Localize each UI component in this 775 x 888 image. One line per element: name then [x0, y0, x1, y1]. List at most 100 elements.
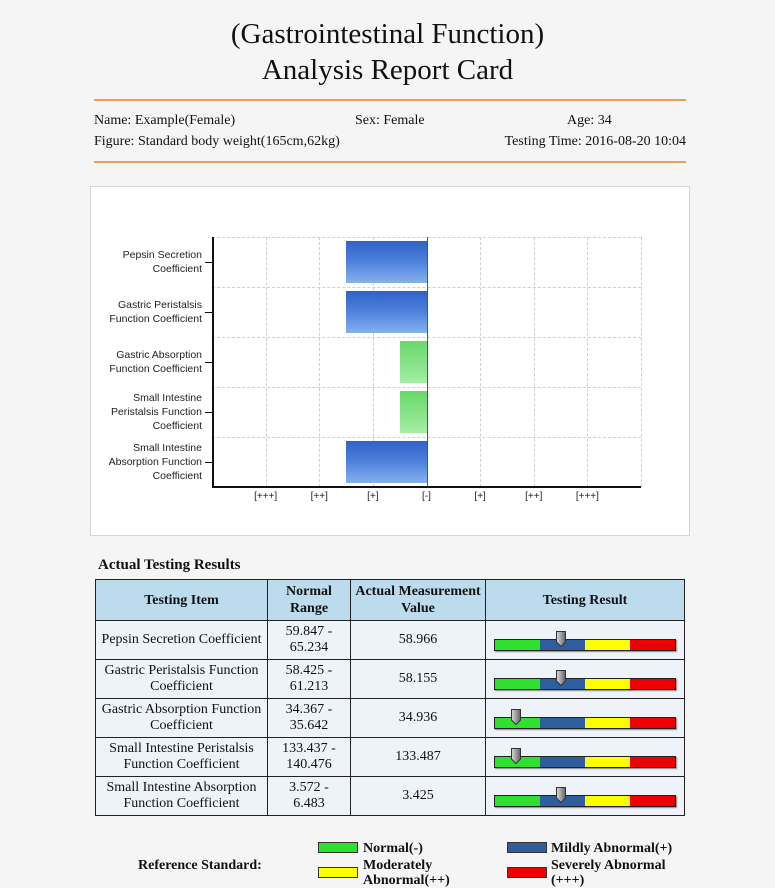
- testing-result-cell: [485, 659, 685, 699]
- x-tick-label: [+]: [367, 491, 379, 502]
- gauge-segment-moderate: [585, 640, 630, 650]
- y-axis-label: Small Intestine Peristalsis Function Coeff…: [110, 392, 202, 432]
- gauge-segment-moderate: [585, 679, 630, 689]
- y-axis-label: Gastric Absorption Function Coefficient: [109, 349, 202, 375]
- result-gauge: [494, 709, 676, 729]
- bar-4: [346, 441, 427, 483]
- patient-sex: Sex: Female: [355, 113, 425, 128]
- gauge-marker-icon: [556, 787, 566, 803]
- gauge-marker-icon: [511, 709, 521, 725]
- gauge-track: [494, 717, 676, 729]
- table-row: Small Intestine Peristalsis Function Coe…: [95, 737, 685, 777]
- testing-time: Testing Time: 2016-08-20 10:04: [504, 134, 686, 149]
- y-axis-tick: [205, 262, 212, 263]
- vertical-gridline: [641, 237, 642, 487]
- report-title: (Gastrointestinal Function) Analysis Rep…: [0, 16, 775, 88]
- legend-normal: Normal(-): [363, 841, 423, 856]
- testing-result-cell: [485, 698, 685, 738]
- gauge-segment-normal: [495, 679, 540, 689]
- testing-result-cell: [485, 620, 685, 660]
- header-normal-range: Normal Range: [267, 579, 351, 621]
- legend-severe: Severely Abnormal (+++): [551, 858, 666, 888]
- patient-name: Name: Example(Female): [94, 113, 236, 128]
- testing-result-cell: [485, 737, 685, 777]
- y-axis-label: Pepsin Secretion Coefficient: [122, 249, 202, 275]
- normal-range-cell: 59.847 - 65.234: [267, 620, 351, 660]
- top-divider: [94, 99, 686, 101]
- vertical-gridline: [265, 237, 267, 487]
- title-line-2: Analysis Report Card: [261, 54, 514, 86]
- measurement-value-cell: 34.936: [350, 698, 486, 738]
- result-gauge: [494, 748, 676, 768]
- header-testing-result: Testing Result: [485, 579, 685, 621]
- gauge-marker-icon: [556, 631, 566, 647]
- gauge-marker-icon: [511, 748, 521, 764]
- zero-line: [426, 237, 428, 487]
- bar-2: [399, 341, 427, 383]
- gauge-segment-severe: [630, 640, 675, 650]
- measurement-value-cell: 58.966: [350, 620, 486, 660]
- results-header-row: Testing Item Normal Range Actual Measure…: [95, 579, 685, 621]
- gauge-marker-icon: [556, 670, 566, 686]
- gauge-track: [494, 639, 676, 651]
- bar-chart: Pepsin Secretion Coefficient Gastric Peris…: [90, 186, 690, 536]
- measurement-value-cell: 133.487: [350, 737, 486, 777]
- gauge-track: [494, 678, 676, 690]
- x-tick-label: [+++]: [575, 491, 599, 502]
- gauge-segment-severe: [630, 679, 675, 689]
- x-tick-label: [++]: [310, 491, 328, 502]
- vertical-gridline: [480, 237, 482, 487]
- testing-item-cell: Gastric Absorption Function Coefficient: [95, 698, 268, 738]
- gauge-segment-normal: [495, 640, 540, 650]
- gauge-segment-severe: [630, 718, 675, 728]
- vertical-gridline: [372, 237, 374, 487]
- legend-mild: Mildly Abnormal(+): [551, 841, 673, 856]
- legend-swatch-normal: [318, 842, 358, 853]
- x-tick-label: [+++]: [254, 491, 278, 502]
- gauge-segment-moderate: [585, 757, 630, 767]
- testing-item-cell: Small Intestine Absorption Function Coef…: [95, 776, 268, 816]
- table-row: Gastric Absorption Function Coefficient 3…: [95, 698, 685, 738]
- normal-range-cell: 58.425 - 61.213: [267, 659, 351, 699]
- legend-swatch-moderate: [318, 867, 358, 878]
- bar-1: [346, 291, 427, 333]
- normal-range-cell: 34.367 - 35.642: [267, 698, 351, 738]
- gauge-segment-moderate: [585, 718, 630, 728]
- result-gauge: [494, 631, 676, 651]
- y-axis-tick: [205, 462, 212, 463]
- x-tick-label: [++]: [525, 491, 543, 502]
- bar-0: [346, 241, 427, 283]
- x-axis: [212, 486, 641, 488]
- gauge-track: [494, 795, 676, 807]
- measurement-value-cell: 58.155: [350, 659, 486, 699]
- chart-plot-area: Pepsin Secretion Coefficient Gastric Peris…: [109, 237, 642, 502]
- table-row: Small Intestine Absorption Function Coef…: [95, 776, 685, 816]
- y-axis: [212, 237, 214, 487]
- testing-item-cell: Gastric Peristalsis Function Coefficient: [95, 659, 268, 699]
- x-tick-label: [+]: [474, 491, 486, 502]
- testing-result-cell: [485, 776, 685, 816]
- gauge-segment-moderate: [585, 796, 630, 806]
- patient-age: Age: 34: [567, 113, 612, 128]
- testing-item-cell: Small Intestine Peristalsis Function Coe…: [95, 737, 268, 777]
- vertical-gridline: [587, 237, 589, 487]
- bottom-divider: [94, 161, 686, 163]
- legend-moderate: Moderately Abnormal(++): [363, 858, 450, 888]
- gauge-segment-severe: [630, 757, 675, 767]
- y-axis-tick: [205, 412, 212, 413]
- results-table: Testing Item Normal Range Actual Measure…: [95, 579, 685, 816]
- testing-item-cell: Pepsin Secretion Coefficient: [95, 620, 268, 660]
- gauge-segment-mild: [540, 757, 585, 767]
- header-measurement-value: Actual Measurement Value: [350, 579, 486, 621]
- y-axis-label: Gastric Peristalsis Function Coefficient: [109, 299, 202, 325]
- y-axis-tick: [205, 312, 212, 313]
- gauge-segment-normal: [495, 796, 540, 806]
- legend-swatch-mild: [507, 842, 547, 853]
- gauge-segment-severe: [630, 796, 675, 806]
- legend-swatch-severe: [507, 867, 547, 878]
- header-testing-item: Testing Item: [95, 579, 268, 621]
- normal-range-cell: 3.572 - 6.483: [267, 776, 351, 816]
- reference-standard-label: Reference Standard:: [138, 858, 262, 873]
- y-axis-label: Small Intestine Absorption Function Coeffi…: [108, 442, 202, 482]
- title-line-1: (Gastrointestinal Function): [230, 18, 545, 50]
